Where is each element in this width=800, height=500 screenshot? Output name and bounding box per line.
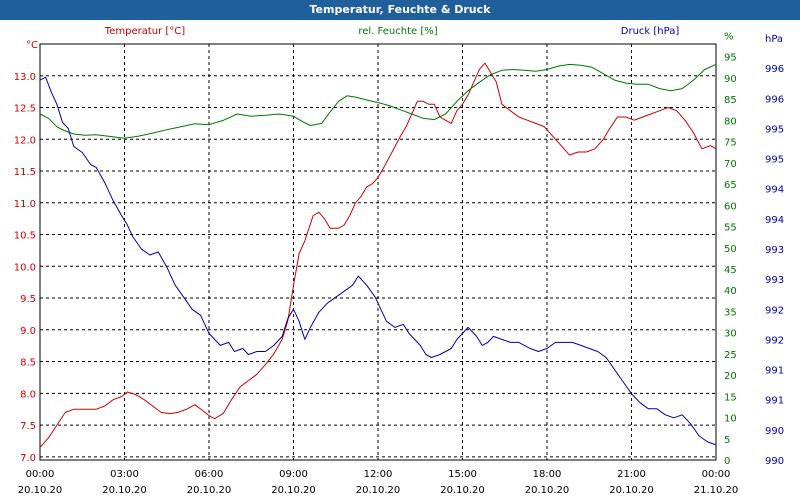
- series-line-pressure: [39, 76, 717, 446]
- x-tick-time: 15:00: [448, 469, 477, 480]
- tick-label-humidity: 20: [724, 371, 737, 382]
- tick-label-humidity: 95: [724, 53, 737, 64]
- chart-title: Temperatur, Feuchte & Druck: [309, 3, 491, 16]
- axis-label-pressure: Druck [hPa]: [621, 26, 680, 37]
- chart-title-bar: Temperatur, Feuchte & Druck: [0, 0, 800, 20]
- tick-label-pressure: 990: [765, 426, 784, 437]
- tick-label-humidity: 90: [724, 74, 737, 85]
- tick-label-humidity: 25: [724, 350, 737, 361]
- tick-label-pressure: 993: [765, 275, 784, 286]
- tick-label-humidity: 15: [724, 392, 737, 403]
- tick-label-pressure: 992: [765, 305, 784, 316]
- tick-label-temperature: 11.5: [14, 167, 36, 178]
- axis-unit-temperature: °C: [26, 40, 38, 51]
- x-tick-time: 00:00: [26, 469, 55, 480]
- tick-label-temperature: 11.0: [14, 199, 36, 210]
- x-tick-time: 18:00: [533, 469, 562, 480]
- tick-label-humidity: 65: [724, 180, 737, 191]
- tick-label-pressure: 990: [765, 456, 784, 467]
- tick-label-humidity: 0: [724, 456, 730, 467]
- chart-area: 7.0 7.5 8.0 8.5 9.0 9.5 10.0 10.5 11.0 11.5 12.0 12…: [14, 26, 784, 496]
- axis-label-temperature: Temperatur [°C]: [104, 26, 185, 37]
- tick-label-pressure: 991: [765, 366, 784, 377]
- series-line-temperature: [39, 62, 717, 448]
- x-tick-time: 00:00: [702, 469, 731, 480]
- tick-label-pressure: 996: [765, 94, 784, 105]
- tick-label-pressure: 994: [765, 185, 784, 196]
- tick-label-humidity: %: [724, 32, 734, 43]
- tick-label-temperature: 8.0: [20, 389, 36, 400]
- tick-label-temperature: 10.0: [14, 262, 36, 273]
- tick-label-humidity: 80: [724, 116, 737, 127]
- tick-label-pressure: 996: [765, 64, 784, 75]
- x-tick-date: 20.10.20: [271, 485, 316, 496]
- tick-label-humidity: 55: [724, 223, 737, 234]
- tick-label-pressure: 993: [765, 245, 784, 256]
- tick-label-humidity: 30: [724, 329, 737, 340]
- tick-label-pressure: 992: [765, 335, 784, 346]
- x-tick-date: 20.10.20: [18, 485, 63, 496]
- x-tick-time: 09:00: [279, 469, 308, 480]
- tick-label-humidity: 5: [724, 435, 730, 446]
- tick-label-pressure: 995: [765, 155, 784, 166]
- tick-label-humidity: 85: [724, 95, 737, 106]
- x-tick-date: 20.10.20: [356, 485, 401, 496]
- tick-label-temperature: 9.0: [20, 326, 36, 337]
- x-tick-date: 20.10.20: [440, 485, 485, 496]
- tick-label-temperature: 7.0: [20, 453, 36, 464]
- axis-label-humidity: rel. Feuchte [%]: [358, 26, 437, 37]
- tick-label-humidity: 45: [724, 265, 737, 276]
- tick-label-humidity: 35: [724, 307, 737, 318]
- tick-label-humidity: 75: [724, 138, 737, 149]
- x-tick-date: 20.10.20: [525, 485, 570, 496]
- tick-label-humidity: 60: [724, 201, 737, 212]
- tick-label-humidity: 40: [724, 286, 737, 297]
- x-tick-date: 21.10.20: [694, 485, 739, 496]
- tick-label-pressure: 995: [765, 124, 784, 135]
- tick-label-temperature: 12.5: [14, 104, 36, 115]
- tick-label-pressure: 994: [765, 215, 784, 226]
- tick-label-temperature: 8.5: [20, 358, 36, 369]
- x-tick-time: 12:00: [364, 469, 393, 480]
- tick-label-pressure: hPa: [765, 34, 783, 45]
- x-tick-date: 20.10.20: [609, 485, 654, 496]
- x-tick-time: 03:00: [110, 469, 139, 480]
- series-line-humidity: [39, 63, 717, 139]
- x-tick-time: 21:00: [617, 469, 646, 480]
- tick-label-humidity: 50: [724, 244, 737, 255]
- tick-label-temperature: 10.5: [14, 231, 36, 242]
- tick-label-temperature: 7.5: [20, 421, 36, 432]
- tick-label-humidity: 70: [724, 159, 737, 170]
- tick-labels: 7.0 7.5 8.0 8.5 9.0 9.5 10.0 10.5 11.0 11.5 12.0 12…: [14, 32, 784, 496]
- grid-lines: [40, 44, 716, 460]
- tick-label-temperature: 13.0: [14, 72, 36, 83]
- x-tick-date: 20.10.20: [187, 485, 232, 496]
- tick-label-pressure: 991: [765, 396, 784, 407]
- x-tick-time: 06:00: [195, 469, 224, 480]
- tick-label-humidity: 10: [724, 414, 737, 425]
- tick-label-temperature: 12.0: [14, 135, 36, 146]
- x-tick-date: 20.10.20: [102, 485, 147, 496]
- series-group: [39, 62, 717, 448]
- tick-label-temperature: 9.5: [20, 294, 36, 305]
